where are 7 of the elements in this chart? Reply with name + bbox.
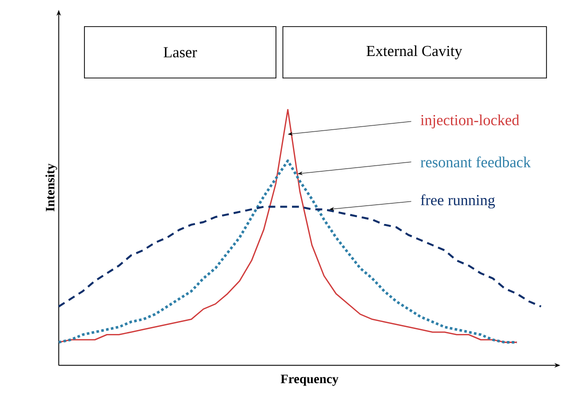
text: injection-locked (420, 114, 520, 128)
text: Laser (164, 47, 197, 58)
text: External Cavity (366, 46, 462, 60)
y-axis-title: Intensity (45, 164, 58, 212)
text: resonant feedback (420, 156, 531, 168)
series-label: free running (420, 194, 495, 209)
x-axis-title: Frequency (280, 374, 338, 386)
